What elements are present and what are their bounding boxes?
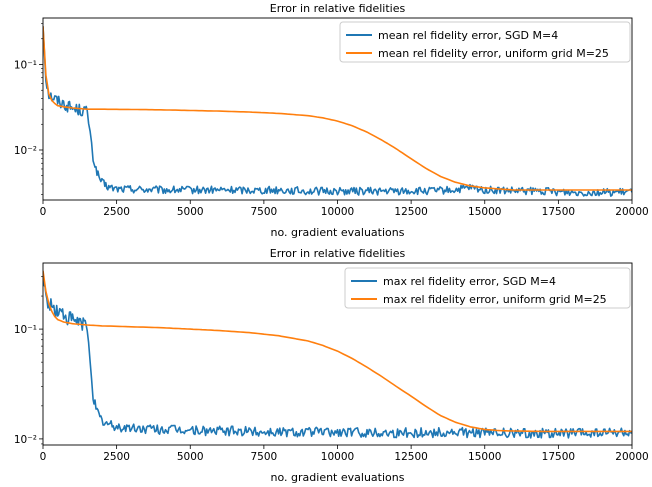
x-tick-label: 0 <box>40 206 47 218</box>
plot-area <box>43 26 632 197</box>
legend: max rel fidelity error, SGD M=4 max rel … <box>344 267 631 309</box>
y-tick-label: 10⁻¹ <box>14 324 37 336</box>
chart-title: Error in relative fidelities <box>270 2 406 15</box>
x-tick-label: 20000 <box>615 206 648 218</box>
x-tick-label: 5000 <box>177 206 204 218</box>
x-tick-label: 17500 <box>542 206 575 218</box>
x-axis-label: no. gradient evaluations <box>271 226 405 239</box>
x-tick-label: 2500 <box>103 451 130 463</box>
series-line <box>43 26 632 197</box>
x-tick-label: 2500 <box>103 206 130 218</box>
series-line <box>43 26 632 191</box>
panel-max-error: Error in relative fidelities 0 2500 5000 75… <box>14 247 649 484</box>
axes: 0 2500 5000 7500 10000 12500 15000 17500 20000 10… <box>14 17 649 218</box>
x-tick-label: 7500 <box>251 206 278 218</box>
x-tick-label: 7500 <box>251 451 278 463</box>
panel-mean-error: Error in relative fidelities 0 2500 5000 75… <box>14 2 649 239</box>
x-tick-label: 17500 <box>542 451 575 463</box>
legend: mean rel fidelity error, SGD M=4 mean re… <box>339 21 631 63</box>
legend-frame <box>344 267 631 309</box>
x-tick-label: 5000 <box>177 451 204 463</box>
x-tick-label: 12500 <box>394 451 427 463</box>
y-tick-label: 10⁻¹ <box>14 60 37 72</box>
x-tick-label: 20000 <box>615 451 648 463</box>
y-tick-label: 10⁻² <box>14 145 37 157</box>
x-tick-label: 15000 <box>468 451 501 463</box>
axes: 0 2500 5000 7500 10000 12500 15000 17500 20000 10… <box>14 262 649 463</box>
y-tick-label: 10⁻² <box>14 434 37 446</box>
x-tick-label: 10000 <box>321 206 354 218</box>
x-axis-label: no. gradient evaluations <box>271 471 405 484</box>
series-line <box>43 276 632 439</box>
x-tick-label: 12500 <box>394 206 427 218</box>
legend-frame <box>339 21 631 63</box>
x-tick-label: 0 <box>40 451 47 463</box>
legend-label: mean rel fidelity error, uniform grid M=… <box>378 47 609 60</box>
x-tick-label: 10000 <box>321 451 354 463</box>
legend-label: max rel fidelity error, SGD M=4 <box>383 275 556 288</box>
legend-label: mean rel fidelity error, SGD M=4 <box>378 29 558 42</box>
legend-label: max rel fidelity error, uniform grid M=2… <box>383 293 607 306</box>
x-tick-label: 15000 <box>468 206 501 218</box>
series-line <box>43 270 632 433</box>
chart-title: Error in relative fidelities <box>270 247 406 260</box>
plot-area <box>43 270 632 439</box>
